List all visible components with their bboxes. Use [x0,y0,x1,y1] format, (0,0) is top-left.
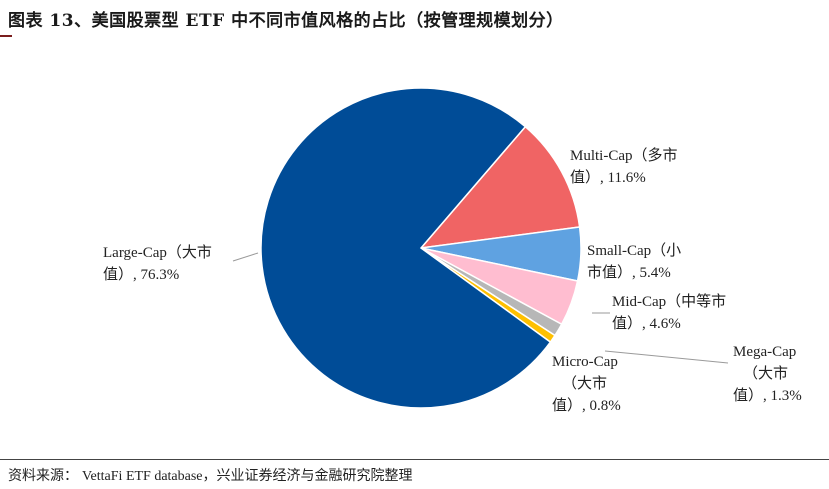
pie-label-line: 值）, 1.3% [733,387,802,404]
pie-slice-large-cap [260,87,552,409]
pie-label-small-cap: Small-Cap（小市值）, 5.4% [587,242,681,281]
pie-label-line: 值）, 11.6% [570,169,646,186]
pie-label-line: 市值）, 5.4% [587,264,671,281]
pie-label-line: Mid-Cap（中等市 [612,292,726,310]
chart-title: 图表 13、美国股票型 ETF 中不同市值风格的占比（按管理规模划分） [8,11,564,31]
source-text: VettaFi ETF database，兴业证券经济与金融研究院整理 [82,469,413,484]
pie-slice-multi-cap [419,125,581,250]
pie-label-line: 值）, 4.6% [612,315,681,332]
pie-label-multi-cap: Multi-Cap（多市值）, 11.6% [570,147,678,186]
pie-label-line: 值）, 0.8% [552,397,621,414]
leader-line-large-cap [232,252,259,262]
pie-chart: Multi-Cap（多市值）, 11.6% Small-Cap（小市值）, 5.4… [103,87,802,414]
pie-label-line: Micro-Cap [552,354,618,370]
pie-label-line: Multi-Cap（多市 [570,147,678,164]
pie-label-line: （大市 [562,375,607,392]
source-note: 资料来源： VettaFi ETF database，兴业证券经济与金融研究院整理 [8,465,413,485]
pie-labels: Multi-Cap（多市值）, 11.6% Small-Cap（小市值）, 5.4… [103,147,802,414]
pie-chart-area: Multi-Cap（多市值）, 11.6% Small-Cap（小市值）, 5.4… [0,38,829,458]
leader-line-mega-cap [604,350,729,364]
pie-leader-lines [232,252,729,364]
title-accent-rule [0,35,12,37]
pie-label-line: Small-Cap（小 [587,242,681,259]
pie-label-line: （大市 [743,365,788,382]
pie-label-line: Mega-Cap [733,344,796,360]
footer-rule [0,459,829,460]
pie-label-micro-cap: Micro-Cap （大市值）, 0.8% [552,354,621,414]
pie-label-line: 值）, 76.3% [103,266,179,283]
pie-label-mid-cap: Mid-Cap（中等市值）, 4.6% [612,292,726,332]
source-label: 资料来源： [8,469,78,484]
pie-label-mega-cap: Mega-Cap （大市值）, 1.3% [733,344,802,404]
pie-label-line: Large-Cap（大市 [103,244,212,261]
pie-label-large-cap: Large-Cap（大市值）, 76.3% [103,244,212,283]
pie-slices [260,87,582,409]
